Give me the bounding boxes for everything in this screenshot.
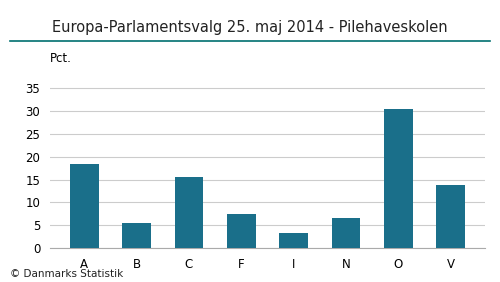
Bar (227, 214, 256, 248)
Bar (70, 164, 98, 248)
Bar (122, 223, 151, 248)
Bar (332, 219, 360, 248)
Bar (384, 109, 413, 248)
Text: Pct.: Pct. (50, 52, 72, 65)
Bar (174, 177, 204, 248)
Bar (280, 233, 308, 248)
Text: Europa-Parlamentsvalg 25. maj 2014 - Pilehaveskolen: Europa-Parlamentsvalg 25. maj 2014 - Pil… (52, 20, 448, 35)
Text: © Danmarks Statistik: © Danmarks Statistik (10, 269, 123, 279)
Bar (436, 185, 465, 248)
